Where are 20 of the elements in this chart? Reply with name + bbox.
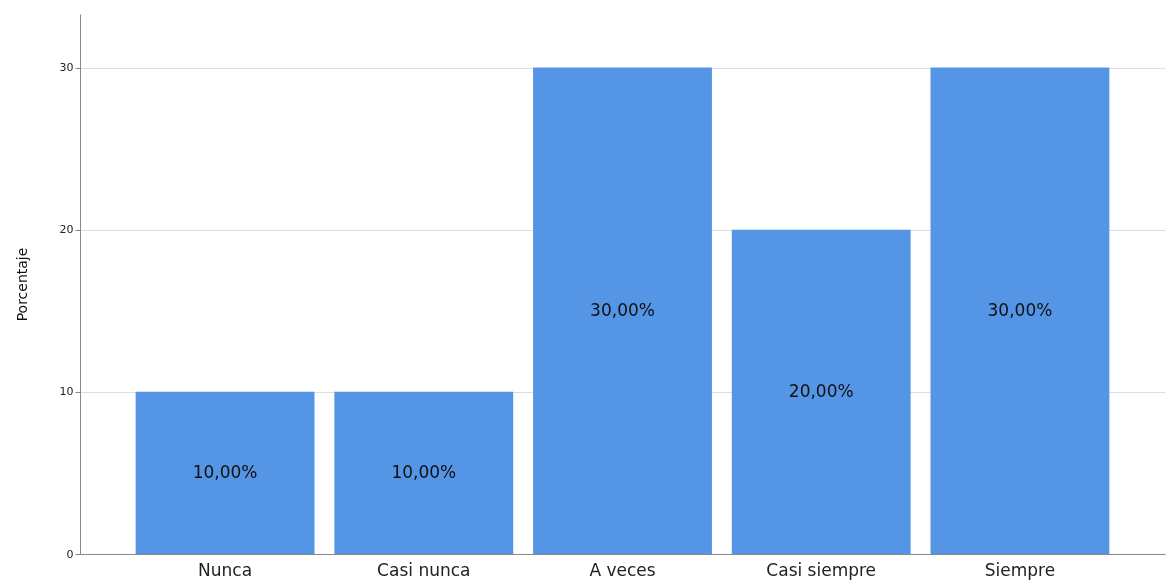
bar xyxy=(533,67,712,554)
data-label: 20,00% xyxy=(788,380,854,401)
x-tick-label: A veces xyxy=(589,559,656,580)
x-tick-label: Casi nunca xyxy=(377,559,471,580)
bar xyxy=(334,391,514,554)
x-tick-label: Nunca xyxy=(198,559,253,580)
data-label: 30,00% xyxy=(590,299,655,320)
y-axis-title: Porcentaje xyxy=(13,247,30,322)
x-tick-label: Casi siempre xyxy=(766,559,877,580)
data-label: 10,00% xyxy=(192,461,258,482)
y-tick-label: 30 xyxy=(59,61,74,75)
bar xyxy=(930,67,1110,554)
bar xyxy=(731,229,911,554)
y-tick-label: 10 xyxy=(59,385,74,399)
data-label: 30,00% xyxy=(987,299,1053,320)
y-tick-label: 0 xyxy=(66,547,74,561)
y-tick-label: 20 xyxy=(59,223,74,237)
data-label: 10,00% xyxy=(391,461,457,482)
bar xyxy=(135,391,315,554)
x-tick-label: Siempre xyxy=(984,559,1056,580)
